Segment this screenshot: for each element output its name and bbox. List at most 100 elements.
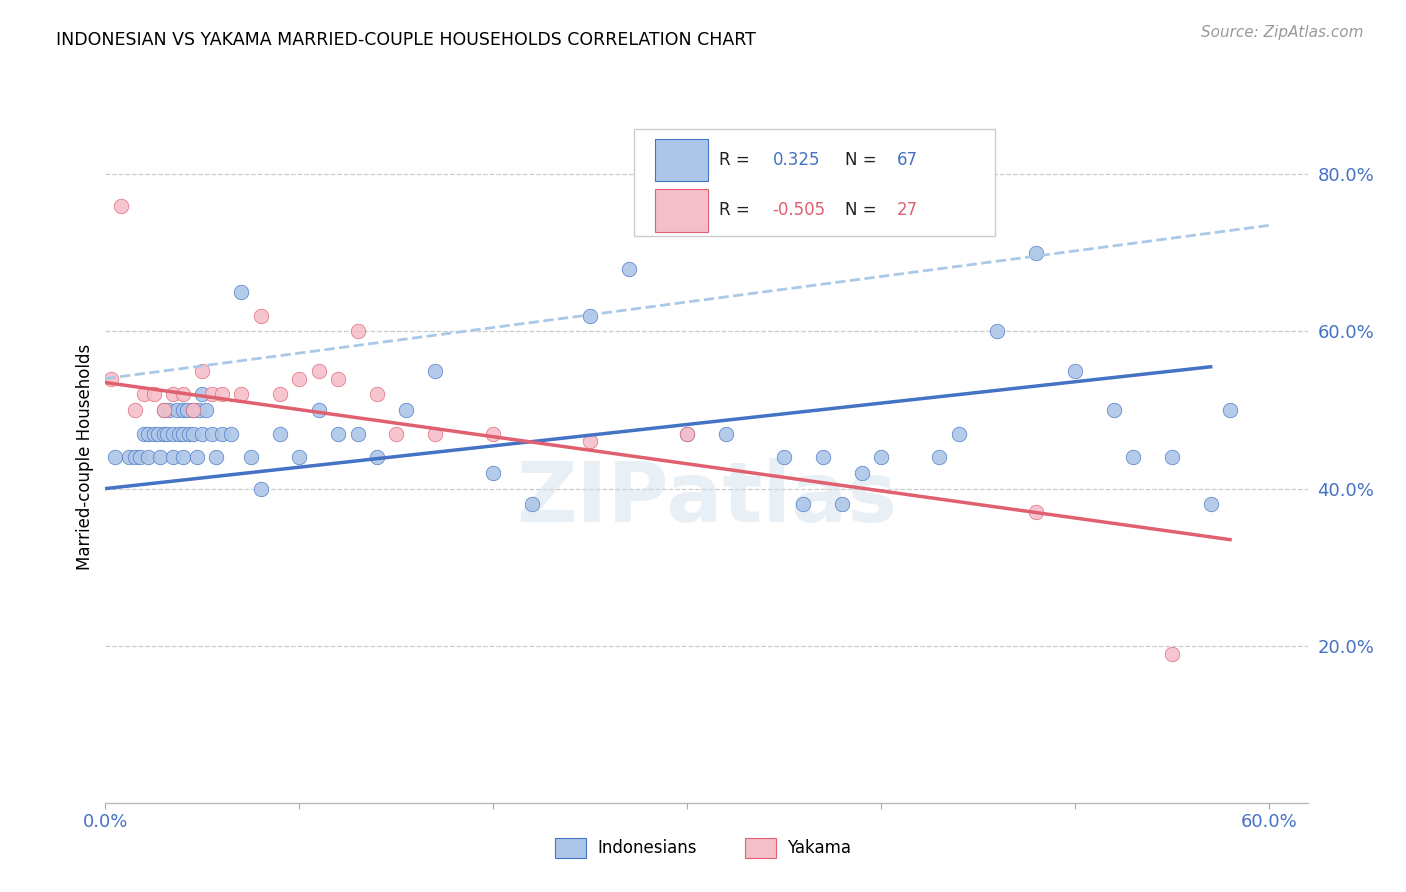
Point [162, 387, 184, 401]
Point [1025, 246, 1047, 260]
Point [110, 199, 132, 213]
Point [366, 387, 388, 401]
Point [149, 450, 172, 465]
Point [162, 450, 184, 465]
Point [366, 450, 388, 465]
Point [134, 387, 156, 401]
Point [124, 450, 146, 465]
Point [152, 403, 174, 417]
Point [142, 426, 165, 441]
Point [211, 387, 233, 401]
Point [142, 387, 165, 401]
Point [385, 426, 408, 441]
Point [831, 497, 853, 511]
Point [346, 426, 368, 441]
Point [129, 450, 152, 465]
Point [714, 426, 737, 441]
Point [326, 426, 349, 441]
Point [676, 426, 699, 441]
Point [201, 387, 224, 401]
Text: R =: R = [718, 202, 755, 219]
Point [288, 450, 311, 465]
Point [124, 403, 146, 417]
Point [195, 403, 218, 417]
Text: 27: 27 [897, 202, 918, 219]
Point [617, 261, 640, 276]
Point [1199, 497, 1222, 511]
Point [1064, 364, 1087, 378]
Bar [555, 838, 586, 858]
Point [166, 403, 188, 417]
Point [269, 387, 291, 401]
Point [162, 426, 184, 441]
Point [423, 364, 446, 378]
Text: INDONESIAN VS YAKAMA MARRIED-COUPLE HOUSEHOLDS CORRELATION CHART: INDONESIAN VS YAKAMA MARRIED-COUPLE HOUS… [56, 31, 756, 49]
Point [152, 426, 174, 441]
Text: Yakama: Yakama [787, 839, 852, 857]
Point [211, 426, 233, 441]
Point [172, 450, 194, 465]
Point [676, 426, 699, 441]
Point [1219, 403, 1241, 417]
Point [579, 309, 602, 323]
Text: Source: ZipAtlas.com: Source: ZipAtlas.com [1201, 25, 1364, 40]
Point [181, 403, 204, 417]
Point [136, 426, 159, 441]
Point [172, 426, 194, 441]
Point [186, 450, 208, 465]
Point [205, 450, 228, 465]
Point [482, 466, 505, 480]
Point [177, 426, 200, 441]
Text: R =: R = [718, 152, 755, 169]
Point [152, 403, 174, 417]
Point [986, 325, 1008, 339]
Point [1160, 647, 1182, 661]
Point [156, 426, 179, 441]
Bar [745, 838, 776, 858]
Point [520, 497, 543, 511]
Point [118, 450, 141, 465]
Point [159, 403, 181, 417]
Point [249, 309, 271, 323]
FancyBboxPatch shape [655, 189, 707, 232]
Point [136, 450, 159, 465]
Point [928, 450, 950, 465]
Point [146, 426, 169, 441]
Point [423, 426, 446, 441]
Text: -0.505: -0.505 [773, 202, 825, 219]
FancyBboxPatch shape [634, 128, 995, 236]
Point [811, 450, 834, 465]
Point [134, 426, 156, 441]
Point [176, 403, 198, 417]
Point [1160, 450, 1182, 465]
Point [181, 426, 204, 441]
Point [346, 325, 368, 339]
Point [172, 387, 194, 401]
Point [308, 364, 330, 378]
Text: Indonesians: Indonesians [598, 839, 697, 857]
Point [1025, 505, 1047, 519]
Point [167, 426, 190, 441]
Text: N =: N = [845, 152, 882, 169]
Point [191, 426, 214, 441]
Point [104, 450, 127, 465]
Point [792, 497, 814, 511]
Point [269, 426, 291, 441]
Point [308, 403, 330, 417]
Point [239, 450, 262, 465]
Point [201, 426, 224, 441]
Point [1122, 450, 1144, 465]
Point [191, 387, 214, 401]
Point [288, 371, 311, 385]
Text: ZIPatlas: ZIPatlas [516, 458, 897, 539]
Point [395, 403, 418, 417]
Y-axis label: Married-couple Households: Married-couple Households [76, 344, 94, 570]
Point [231, 285, 253, 300]
Point [948, 426, 970, 441]
Point [231, 387, 253, 401]
Point [181, 403, 204, 417]
Point [326, 371, 349, 385]
Point [221, 426, 243, 441]
Point [579, 434, 602, 449]
Point [187, 403, 209, 417]
